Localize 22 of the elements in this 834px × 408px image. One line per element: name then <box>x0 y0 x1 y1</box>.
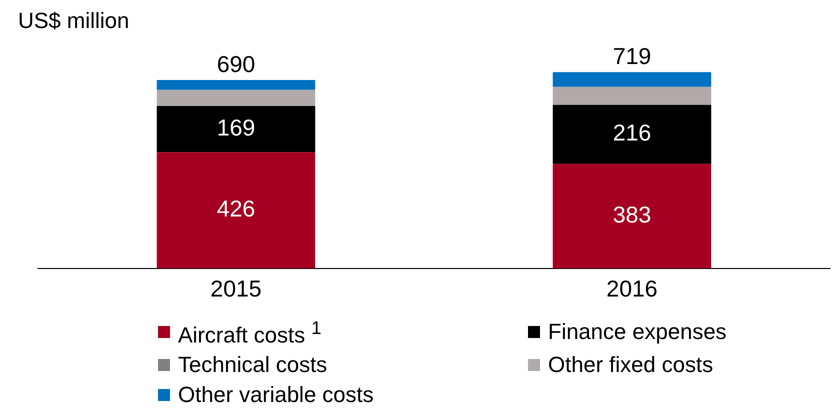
data-label: 426 <box>216 196 256 222</box>
x-tick-label: 2015 <box>210 276 262 302</box>
legend-label: Technical costs <box>178 351 328 380</box>
bar <box>156 106 316 152</box>
y-axis-title: US$ million <box>18 8 130 34</box>
total-label: 690 <box>216 50 256 77</box>
bar <box>156 152 316 268</box>
legend-label: Aircraft costs $^{1}$ <box>178 316 322 350</box>
legend-label: Other variable costs <box>178 381 374 408</box>
total-label: 719 <box>612 42 652 69</box>
data-label: 216 <box>612 120 652 146</box>
bar <box>552 86 712 105</box>
data-label: 383 <box>612 201 652 228</box>
legend-label: Other fixed costs <box>548 351 714 380</box>
bar <box>552 104 712 164</box>
bar <box>156 90 316 106</box>
data-label: 169 <box>216 114 256 140</box>
bar <box>156 80 316 90</box>
bar <box>552 164 712 268</box>
x-tick-label: 2016 <box>606 276 658 302</box>
legend-label: Finance expenses <box>548 318 727 346</box>
bar <box>552 72 712 87</box>
